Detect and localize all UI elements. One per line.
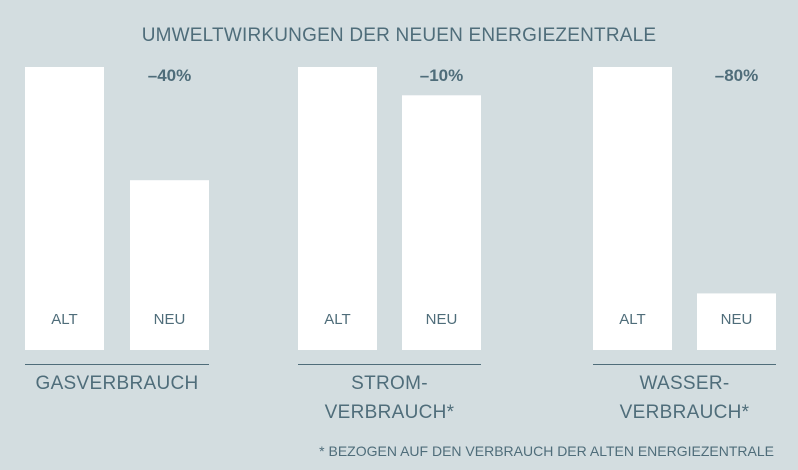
- category-label: GASVERBRAUCH: [35, 373, 198, 394]
- bar-label-neu: NEU: [721, 311, 753, 328]
- bar-label-alt: ALT: [324, 311, 350, 328]
- footnote: * BEZOGEN AUF DEN VERBRAUCH DER ALTEN EN…: [319, 443, 774, 459]
- bar-neu: [130, 180, 209, 350]
- bar-label-alt: ALT: [619, 311, 645, 328]
- change-label: –80%: [715, 66, 758, 85]
- category-label: WASSER-: [639, 373, 729, 394]
- category-label: VERBRAUCH*: [325, 402, 455, 423]
- chart-title: UMWELTWIRKUNGEN DER NEUEN ENERGIEZENTRAL…: [142, 25, 657, 46]
- bar-alt: [25, 67, 104, 350]
- bar-label-alt: ALT: [51, 311, 77, 328]
- bar-neu: [697, 293, 776, 350]
- bar-label-neu: NEU: [426, 311, 458, 328]
- category-label: VERBRAUCH*: [620, 402, 750, 423]
- bar-alt: [593, 67, 672, 350]
- change-label: –40%: [148, 66, 191, 85]
- change-label: –10%: [420, 66, 463, 85]
- category-label: STROM-: [351, 373, 428, 394]
- bar-label-neu: NEU: [154, 311, 186, 328]
- bar-neu: [402, 95, 481, 350]
- bar-alt: [298, 67, 377, 350]
- plot-area: ALT NEU –40% GASVERBRAUCH ALT NEU –10% STROM- VE…: [25, 66, 776, 423]
